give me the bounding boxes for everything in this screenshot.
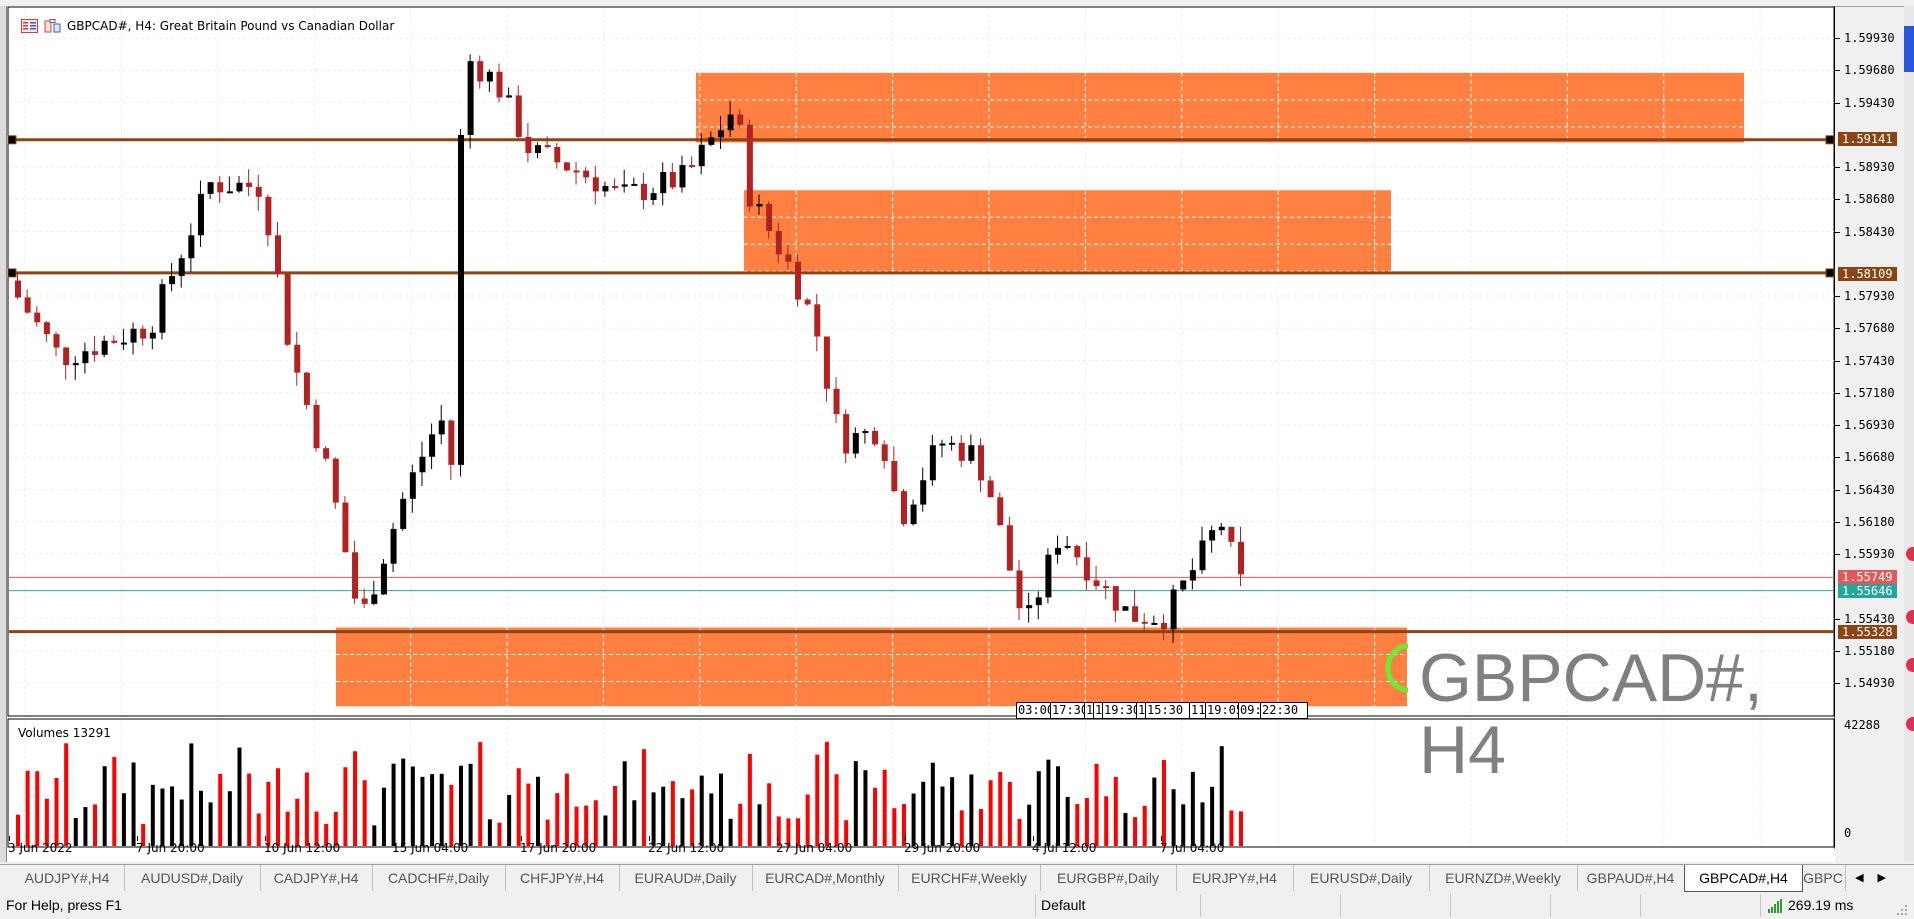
chart-window[interactable]: GBPCAD#, H4: Great Britain Pound vs Cana… — [7, 6, 1835, 862]
chart-title: GBPCAD#, H4: Great Britain Pound vs Cana… — [67, 19, 395, 33]
time-label-box[interactable]: 22:30 — [1260, 702, 1308, 719]
tab-scroll-arrows[interactable]: ◀▶ — [1855, 865, 1900, 891]
chart-tab[interactable]: EURNZD#,Weekly — [1429, 865, 1578, 891]
chart-tab[interactable]: AUDJPY#,H4 — [10, 865, 125, 891]
chart-tab[interactable]: EURCHF#,Weekly — [898, 865, 1041, 891]
chart-tab[interactable]: EURCAD#,Monthly — [752, 865, 899, 891]
chart-tab[interactable]: GBPAUD#,H4 — [1577, 865, 1685, 891]
volume-axis-min: 0 — [1844, 826, 1852, 840]
price-axis-tick: 1.58680 — [1844, 192, 1895, 207]
right-side-panel-edge — [1904, 6, 1914, 862]
status-profile: Default — [1041, 897, 1086, 913]
volumes-label: Volumes 13291 — [18, 726, 111, 740]
time-axis-label: 15 Jun 04:00 — [392, 841, 469, 855]
symbol-watermark: GBPCAD#, H4 — [1419, 640, 1763, 788]
trade-panel-icon[interactable] — [44, 19, 61, 33]
time-label-box[interactable]: 03:00 — [1016, 702, 1054, 719]
chart-tab[interactable]: GBPCAD#,H4 — [1684, 865, 1803, 892]
time-axis-label: 7 Jul 04:00 — [1160, 841, 1225, 855]
tab-scroll-right-icon[interactable]: ▶ — [1877, 871, 1900, 884]
left-window-edge — [0, 6, 7, 862]
resize-grip-icon[interactable] — [1896, 904, 1908, 916]
chart-tab-label: GBPC — [1803, 870, 1843, 886]
chart-tab[interactable]: AUDUSD#,Daily — [124, 865, 261, 891]
chart-tabs-bar: AUDJPY#,H4 AUDUSD#,Daily CADJPY#,H4 CADCHF#… — [0, 864, 1914, 893]
price-axis-tick: 1.56430 — [1844, 482, 1895, 497]
time-axis-label: 10 Jun 12:00 — [264, 841, 341, 855]
chart-tab[interactable]: EURGBP#,Daily — [1040, 865, 1177, 891]
chart-tab-label: EURCAD#,Monthly — [765, 870, 885, 886]
alert-dot-icon — [1906, 717, 1914, 731]
chart-title-bar: GBPCAD#, H4: Great Britain Pound vs Cana… — [21, 18, 394, 34]
price-axis-tick: 1.59930 — [1844, 31, 1895, 45]
chart-tab-label: EURNZD#,Weekly — [1445, 870, 1561, 886]
chart-tab[interactable]: CADJPY#,H4 — [260, 865, 373, 891]
ask-price-tag: 1.55749 — [1838, 570, 1897, 584]
chart-tab[interactable]: CADCHF#,Daily — [372, 865, 506, 891]
chart-tab-label: EURGBP#,Daily — [1057, 870, 1159, 886]
time-label-box[interactable]: 19:30 — [1102, 702, 1140, 719]
time-axis-label: 27 Jun 04:00 — [776, 841, 853, 855]
time-axis-label: 17 Jun 20:00 — [520, 841, 597, 855]
chart-tab[interactable]: EURUSD#,Daily — [1293, 865, 1430, 891]
price-axis-tick: 1.59430 — [1844, 95, 1895, 110]
price-axis-tick: 1.55180 — [1844, 643, 1895, 658]
time-label-box[interactable]: 15:30 — [1145, 702, 1193, 719]
chart-tab[interactable]: EURAUD#,Daily — [619, 865, 753, 891]
status-bar: For Help, press F1 Default 269.19 ms — [0, 892, 1914, 919]
time-axis-label: 29 Jun 20:00 — [904, 841, 981, 855]
time-label-box[interactable]: 17:30 — [1050, 702, 1087, 719]
price-axis-tick: 1.57430 — [1844, 353, 1895, 368]
price-axis-tick: 1.56180 — [1844, 514, 1895, 529]
chart-tab-label: EURCHF#,Weekly — [911, 870, 1027, 886]
time-axis-label: 4 Jul 12:00 — [1032, 841, 1097, 855]
volume-axis-max: 42288 — [1844, 718, 1881, 732]
price-axis-tick: 1.56680 — [1844, 450, 1895, 465]
price-axis-tick: 1.58930 — [1844, 160, 1895, 174]
price-axis-tick: 1.57930 — [1844, 289, 1895, 303]
bid-price-tag: 1.55646 — [1838, 584, 1897, 598]
price-axis-tick: 1.59680 — [1844, 63, 1895, 78]
level-mid-price-tag: 1.58109 — [1838, 267, 1897, 281]
time-label-box[interactable]: 19:05 — [1205, 702, 1242, 719]
chart-tab-label: EURAUD#,Daily — [634, 870, 737, 886]
time-label-box[interactable]: 09:0 — [1238, 702, 1264, 719]
alert-dot-icon — [1906, 610, 1914, 624]
price-axis-tick: 1.57180 — [1844, 385, 1895, 400]
chart-tab[interactable]: EURJPY#,H4 — [1176, 865, 1294, 891]
price-axis-tick: 1.54930 — [1844, 676, 1895, 690]
chart-tab-label: EURUSD#,Daily — [1310, 870, 1412, 886]
time-axis-label: 22 Jun 12:00 — [648, 841, 725, 855]
level-low-price-tag: 1.55328 — [1838, 625, 1897, 639]
price-axis-tick: 1.55430 — [1844, 611, 1895, 626]
time-axis-label: 7 Jun 20:00 — [136, 841, 205, 855]
price-axis-tick: 1.58430 — [1844, 224, 1895, 239]
price-chart-canvas[interactable] — [7, 6, 1835, 862]
status-ping: 269.19 ms — [1788, 897, 1854, 913]
chart-tab-label: GBPAUD#,H4 — [1586, 870, 1675, 886]
chart-tab[interactable]: GBPC — [1801, 865, 1846, 891]
tab-scroll-left-icon[interactable]: ◀ — [1855, 871, 1878, 884]
alert-dot-icon — [1906, 658, 1914, 672]
time-label-box[interactable]: 11 — [1189, 702, 1209, 719]
connection-signal-icon — [1768, 899, 1782, 913]
list-icon[interactable] — [21, 19, 38, 33]
status-help-text: For Help, press F1 — [6, 897, 122, 913]
price-axis-tick: 1.57680 — [1844, 321, 1895, 336]
chart-tab-label: AUDJPY#,H4 — [24, 870, 110, 886]
right-selection-indicator — [1904, 26, 1914, 72]
chart-tab-label: CADCHF#,Daily — [387, 870, 490, 886]
alert-dot-icon — [1906, 547, 1914, 561]
price-axis-tick: 1.56930 — [1844, 418, 1895, 432]
chart-tab-label: AUDUSD#,Daily — [141, 870, 243, 886]
level-high-price-tag: 1.59141 — [1838, 132, 1897, 146]
chart-tab-label: CADJPY#,H4 — [273, 870, 359, 886]
chart-tab-label: EURJPY#,H4 — [1192, 870, 1277, 886]
price-axis-tick: 1.55930 — [1844, 547, 1895, 561]
chart-tab-label: CHFJPY#,H4 — [519, 870, 605, 886]
chart-tab-label: GBPCAD#,H4 — [1699, 870, 1788, 886]
time-axis-label: 3 Jun 2022 — [8, 841, 73, 855]
chart-tab[interactable]: CHFJPY#,H4 — [505, 865, 620, 891]
